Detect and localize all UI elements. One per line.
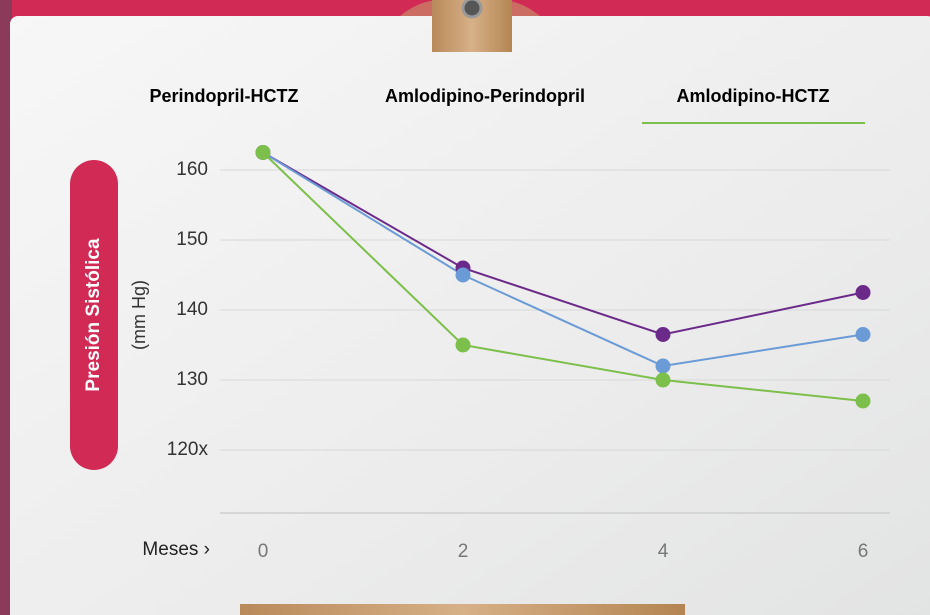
chart: Perindopril-HCTZ Amlodipino-Perindopril … [0,0,930,615]
data-point [256,145,271,160]
y-tick-label: 160 [176,159,208,180]
y-tick-label: 140 [176,299,208,320]
data-point [456,268,471,283]
x-tick-label: 4 [658,541,669,562]
y-tick-label: 130 [176,369,208,390]
x-axis-label: Meses › [142,539,210,560]
x-tick-label: 6 [858,541,869,562]
clip-pin [463,0,481,17]
page: {"chart_data": {"type": "line", "ylabel"… [0,0,930,615]
legend-entry[interactable]: Perindopril-HCTZ [150,86,299,106]
x-tick-label: 0 [258,541,269,562]
y-axis-label: Presión Sistólica [83,238,104,392]
data-point [456,338,471,353]
y-tick-label: 120x [167,439,209,460]
data-point [856,285,871,300]
y-axis-unit: (mm Hg) [129,280,149,350]
y-tick-label: 150 [176,229,208,250]
data-point [656,327,671,342]
data-point [856,327,871,342]
data-point [856,394,871,409]
data-point [656,359,671,374]
shelf [240,604,685,615]
legend-entry[interactable]: Amlodipino-Perindopril [385,86,585,106]
data-point [656,373,671,388]
legend-entry[interactable]: Amlodipino-HCTZ [677,86,830,106]
x-tick-label: 2 [458,541,469,562]
